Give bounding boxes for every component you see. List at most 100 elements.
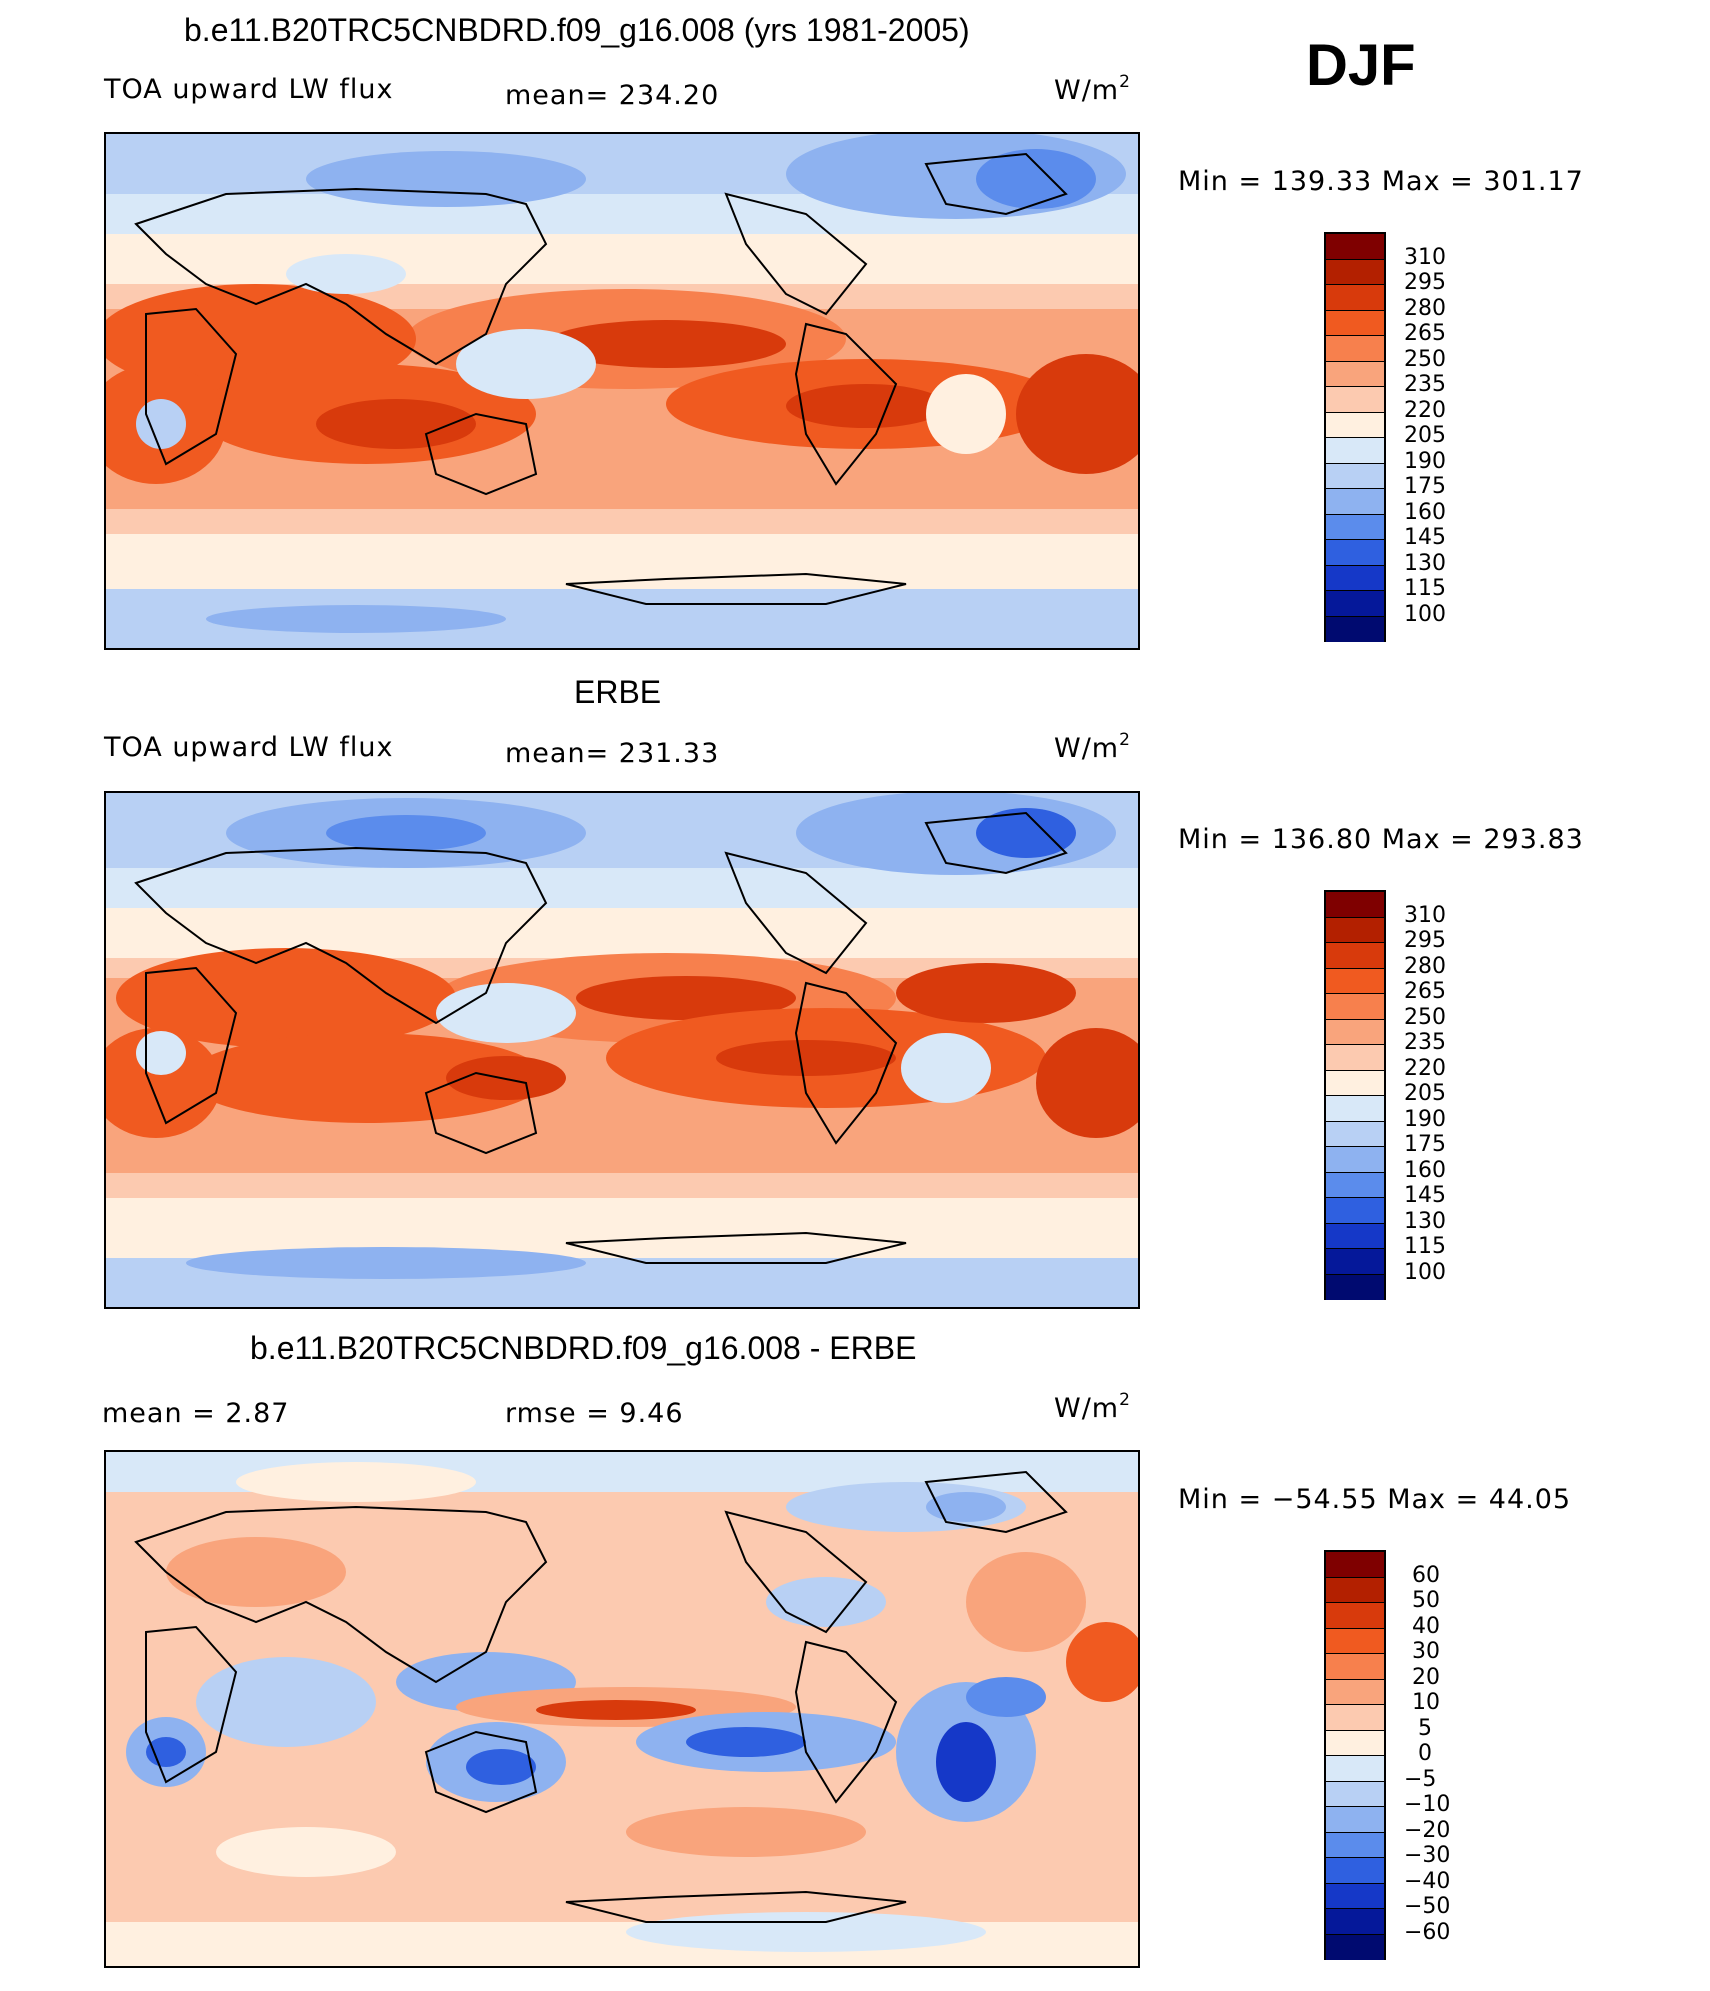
panel1-tick: 250 xyxy=(1404,347,1446,372)
panel2-tick: 265 xyxy=(1404,979,1446,1004)
panel3-colorbar-bin xyxy=(1326,1781,1384,1807)
panel3-colorbar-bin xyxy=(1326,1730,1384,1756)
panel1-map xyxy=(104,132,1140,650)
panel2-tick: 145 xyxy=(1404,1183,1446,1208)
panel1-tick: 205 xyxy=(1404,423,1446,448)
panel2-tick: 175 xyxy=(1404,1132,1446,1157)
panel3-colorbar-bin xyxy=(1326,1705,1384,1731)
panel2-variable: TOA upward LW flux xyxy=(104,732,394,763)
panel1-colorbar-bin xyxy=(1326,310,1384,336)
panel3-colorbar-bin xyxy=(1326,1832,1384,1858)
panel1-tick: 220 xyxy=(1404,398,1446,423)
panel2-tick: 310 xyxy=(1404,903,1446,928)
panel1-tick: 130 xyxy=(1404,551,1446,576)
panel2-colorbar-bin xyxy=(1326,943,1384,969)
panel3-rmse: rmse = 9.46 xyxy=(505,1398,684,1429)
panel2-title: ERBE xyxy=(574,674,662,710)
panel1-colorbar-bin xyxy=(1326,387,1384,413)
panel2-colorbar-bin xyxy=(1326,1198,1384,1224)
panel2-range: Min = 136.80 Max = 293.83 xyxy=(1178,824,1584,855)
panel3-tick: −60 xyxy=(1404,1920,1451,1945)
panel1-tick: 145 xyxy=(1404,525,1446,550)
panel2-colorbar xyxy=(1324,890,1386,1300)
panel3-colorbar-bin xyxy=(1326,1654,1384,1680)
panel3-tick: 60 xyxy=(1412,1563,1440,1588)
panel2-mean: mean= 231.33 xyxy=(505,738,720,769)
panel2-colorbar-bin xyxy=(1326,1147,1384,1173)
panel1-tick: 310 xyxy=(1404,245,1446,270)
panel2-tick: 235 xyxy=(1404,1030,1446,1055)
panel3-contour-field xyxy=(106,1452,1138,1966)
panel1-colorbar-bin xyxy=(1326,438,1384,464)
panel1-tick: 115 xyxy=(1404,576,1446,601)
panel3-colorbar xyxy=(1324,1550,1386,1960)
panel3-tick: −40 xyxy=(1404,1869,1451,1894)
panel3-colorbar-bin xyxy=(1326,1756,1384,1782)
panel3-colorbar-bin xyxy=(1326,1552,1384,1578)
panel2-tick: 160 xyxy=(1404,1158,1446,1183)
panel3-tick: −10 xyxy=(1404,1792,1451,1817)
panel2-tick: 205 xyxy=(1404,1081,1446,1106)
panel3-units: W/m2 xyxy=(1054,1390,1131,1424)
panel3-colorbar-bin xyxy=(1326,1934,1384,1960)
panel3-colorbar-bin xyxy=(1326,1909,1384,1935)
panel3-colorbar-bin xyxy=(1326,1577,1384,1603)
panel2-colorbar-bin xyxy=(1326,1274,1384,1300)
panel2-units: W/m2 xyxy=(1054,730,1131,764)
panel3-colorbar-bin xyxy=(1326,1603,1384,1629)
panel2-colorbar-bin xyxy=(1326,1121,1384,1147)
panel3-tick: −50 xyxy=(1404,1894,1451,1919)
panel1-colorbar-bin xyxy=(1326,540,1384,566)
panel1-title: b.e11.B20TRC5CNBDRD.f09_g16.008 (yrs 198… xyxy=(184,12,970,48)
panel2-colorbar-bin xyxy=(1326,917,1384,943)
panel3-colorbar-bin xyxy=(1326,1883,1384,1909)
panel3-map xyxy=(104,1450,1140,1968)
panel3-tick: 10 xyxy=(1412,1690,1440,1715)
panel1-colorbar-bin xyxy=(1326,591,1384,617)
panel1-tick: 190 xyxy=(1404,449,1446,474)
panel3-mean: mean = 2.87 xyxy=(102,1398,290,1429)
panel2-tick: 130 xyxy=(1404,1209,1446,1234)
panel2-colorbar-bin xyxy=(1326,892,1384,918)
panel3-colorbar-bin xyxy=(1326,1679,1384,1705)
panel1-tick: 265 xyxy=(1404,321,1446,346)
panel1-tick: 175 xyxy=(1404,474,1446,499)
panel1-colorbar-bin xyxy=(1326,412,1384,438)
panel1-colorbar xyxy=(1324,232,1386,642)
panel1-tick: 160 xyxy=(1404,500,1446,525)
panel2-colorbar-bin xyxy=(1326,1249,1384,1275)
panel3-tick: 50 xyxy=(1412,1588,1440,1613)
panel2-colorbar-bin xyxy=(1326,1070,1384,1096)
panel1-colorbar-bin xyxy=(1326,259,1384,285)
panel2-tick: 190 xyxy=(1404,1107,1446,1132)
panel1-colorbar-bin xyxy=(1326,489,1384,515)
season-label: DJF xyxy=(1306,33,1416,98)
panel2-tick: 250 xyxy=(1404,1005,1446,1030)
panel2-colorbar-bin xyxy=(1326,1223,1384,1249)
panel3-tick: 20 xyxy=(1412,1665,1440,1690)
panel2-tick: 295 xyxy=(1404,928,1446,953)
panel1-colorbar-bin xyxy=(1326,514,1384,540)
panel2-colorbar-bin xyxy=(1326,1019,1384,1045)
panel2-colorbar-bin xyxy=(1326,968,1384,994)
panel3-tick: −30 xyxy=(1404,1843,1451,1868)
panel2-contour-field xyxy=(106,793,1138,1307)
panel1-colorbar-bin xyxy=(1326,361,1384,387)
panel2-colorbar-bin xyxy=(1326,994,1384,1020)
panel1-tick: 295 xyxy=(1404,270,1446,295)
panel1-colorbar-bin xyxy=(1326,463,1384,489)
panel2-tick: 280 xyxy=(1404,954,1446,979)
panel2-colorbar-bin xyxy=(1326,1096,1384,1122)
panel3-tick: −20 xyxy=(1404,1818,1451,1843)
panel1-colorbar-bin xyxy=(1326,616,1384,642)
panel1-tick: 100 xyxy=(1404,602,1446,627)
panel3-tick: 30 xyxy=(1412,1639,1440,1664)
panel1-colorbar-bin xyxy=(1326,285,1384,311)
panel3-colorbar-bin xyxy=(1326,1628,1384,1654)
panel1-variable: TOA upward LW flux xyxy=(104,74,394,105)
panel3-tick: 0 xyxy=(1418,1741,1432,1766)
panel3-tick: 40 xyxy=(1412,1614,1440,1639)
panel3-range: Min = −54.55 Max = 44.05 xyxy=(1178,1484,1572,1515)
panel1-contour-field xyxy=(106,134,1138,648)
panel1-range: Min = 139.33 Max = 301.17 xyxy=(1178,166,1584,197)
